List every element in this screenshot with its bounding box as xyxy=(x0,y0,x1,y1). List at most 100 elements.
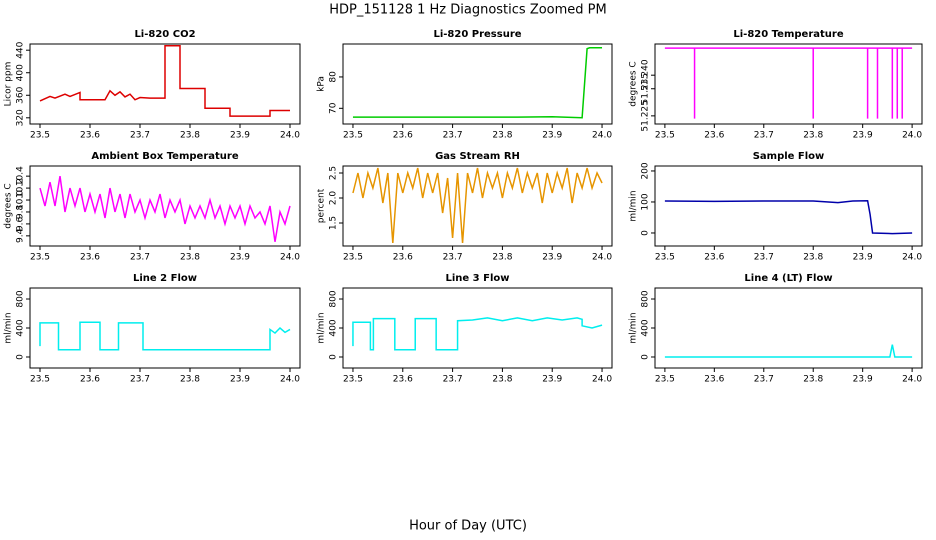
x-tick-label: 23.6 xyxy=(80,253,100,263)
x-tick-label: 23.5 xyxy=(30,375,50,385)
panel-title: Li-820 Pressure xyxy=(433,29,521,40)
x-tick-label: 23.9 xyxy=(230,131,250,141)
data-line xyxy=(352,317,603,351)
y-axis-label: ml/min xyxy=(629,190,639,221)
x-tick-label: 23.7 xyxy=(443,131,463,141)
panel-title: Sample Flow xyxy=(753,151,825,162)
plot-frame xyxy=(29,287,301,369)
data-line xyxy=(39,176,291,242)
x-tick-label: 23.6 xyxy=(80,375,100,385)
panel-title: Li-820 CO2 xyxy=(134,29,195,40)
x-tick-label: 23.8 xyxy=(492,131,512,141)
x-tick-label: 23.8 xyxy=(492,253,512,263)
x-tick-label: 24.0 xyxy=(902,375,922,385)
x-tick-label: 23.6 xyxy=(393,375,413,385)
x-tick-label: 23.6 xyxy=(704,253,724,263)
y-tick-label: 0 xyxy=(16,354,26,360)
x-tick-label: 23.5 xyxy=(343,375,363,385)
y-tick-label: 0 xyxy=(641,354,651,360)
x-tick-label: 23.5 xyxy=(30,253,50,263)
y-tick-label: 1.5 xyxy=(329,216,339,230)
y-axis-label: degrees C xyxy=(4,183,14,228)
data-line xyxy=(664,47,913,119)
x-tick-label: 23.8 xyxy=(803,131,823,141)
x-tick-label: 23.5 xyxy=(655,131,675,141)
y-tick-label: 440 xyxy=(16,41,26,58)
y-axis-label: percent xyxy=(317,188,327,223)
x-tick-label: 23.8 xyxy=(180,131,200,141)
x-tick-label: 23.9 xyxy=(853,375,873,385)
x-tick-label: 23.9 xyxy=(853,253,873,263)
panel-title: Line 3 Flow xyxy=(446,273,510,284)
plot-frame xyxy=(342,165,613,247)
x-tick-label: 23.8 xyxy=(492,375,512,385)
y-axis-label: degrees C xyxy=(629,61,639,106)
y-axis-label: ml/min xyxy=(629,312,639,343)
y-tick-label: 0 xyxy=(329,354,339,360)
y-tick-label: 9.8 xyxy=(16,205,26,220)
y-tick-label: 9.6 xyxy=(16,216,26,231)
data-line xyxy=(352,167,603,244)
x-tick-label: 24.0 xyxy=(902,131,922,141)
data-line xyxy=(664,199,913,235)
y-tick-label: 800 xyxy=(16,290,26,307)
x-tick-label: 24.0 xyxy=(592,253,612,263)
x-tick-label: 23.5 xyxy=(343,131,363,141)
plot-frame xyxy=(654,165,923,247)
y-axis-label: Licor ppm xyxy=(4,62,14,107)
plot-frame xyxy=(654,43,923,125)
x-tick-label: 23.7 xyxy=(130,253,150,263)
x-tick-label: 23.5 xyxy=(655,253,675,263)
y-tick-label: 400 xyxy=(16,64,26,81)
x-tick-label: 23.5 xyxy=(655,375,675,385)
x-tick-label: 23.9 xyxy=(853,131,873,141)
plot-frame xyxy=(342,287,613,369)
y-tick-label: 400 xyxy=(329,319,339,336)
y-tick-label: 2.5 xyxy=(329,166,339,180)
x-tick-label: 23.6 xyxy=(80,131,100,141)
x-tick-label: 24.0 xyxy=(592,375,612,385)
y-tick-label: 2.0 xyxy=(329,191,339,206)
x-tick-label: 23.7 xyxy=(130,131,150,141)
x-tick-label: 23.8 xyxy=(803,375,823,385)
x-tick-label: 23.9 xyxy=(230,253,250,263)
x-tick-label: 23.6 xyxy=(393,131,413,141)
chart-title: HDP_151128 1 Hz Diagnostics Zoomed PM xyxy=(329,3,607,18)
y-tick-label: 70 xyxy=(329,102,339,114)
y-tick-label: 51.225 xyxy=(641,100,651,132)
panel-title: Ambient Box Temperature xyxy=(91,151,238,162)
y-tick-label: 800 xyxy=(329,290,339,307)
plot-frame xyxy=(342,43,613,125)
y-tick-label: 0 xyxy=(641,230,651,236)
panel-title: Li-820 Temperature xyxy=(733,29,843,40)
y-tick-label: 80 xyxy=(329,71,339,83)
x-tick-label: 23.7 xyxy=(754,375,774,385)
x-tick-label: 24.0 xyxy=(280,375,300,385)
data-line xyxy=(39,321,291,351)
y-tick-label: 320 xyxy=(16,109,26,126)
y-axis-label: ml/min xyxy=(317,312,327,343)
x-tick-label: 23.9 xyxy=(542,375,562,385)
x-axis-label: Hour of Day (UTC) xyxy=(409,519,527,534)
panel-title: Line 2 Flow xyxy=(133,273,197,284)
y-tick-label: 360 xyxy=(16,86,26,103)
plot-frame xyxy=(29,43,301,125)
panel-title: Gas Stream RH xyxy=(435,151,520,162)
x-tick-label: 23.9 xyxy=(230,375,250,385)
y-tick-label: 800 xyxy=(641,290,651,307)
x-tick-label: 23.6 xyxy=(393,253,413,263)
x-tick-label: 23.7 xyxy=(754,131,774,141)
x-tick-label: 24.0 xyxy=(280,131,300,141)
y-tick-label: 400 xyxy=(16,319,26,336)
x-tick-label: 23.7 xyxy=(443,375,463,385)
x-tick-label: 23.6 xyxy=(704,375,724,385)
y-tick-label: 51.240 xyxy=(641,59,651,91)
x-tick-label: 23.8 xyxy=(180,375,200,385)
y-axis-label: ml/min xyxy=(4,312,14,343)
x-tick-label: 23.9 xyxy=(542,131,562,141)
panel-title: Line 4 (LT) Flow xyxy=(744,273,832,284)
x-tick-label: 23.5 xyxy=(343,253,363,263)
y-tick-label: 400 xyxy=(641,319,651,336)
y-tick-label: 10.4 xyxy=(16,166,26,186)
